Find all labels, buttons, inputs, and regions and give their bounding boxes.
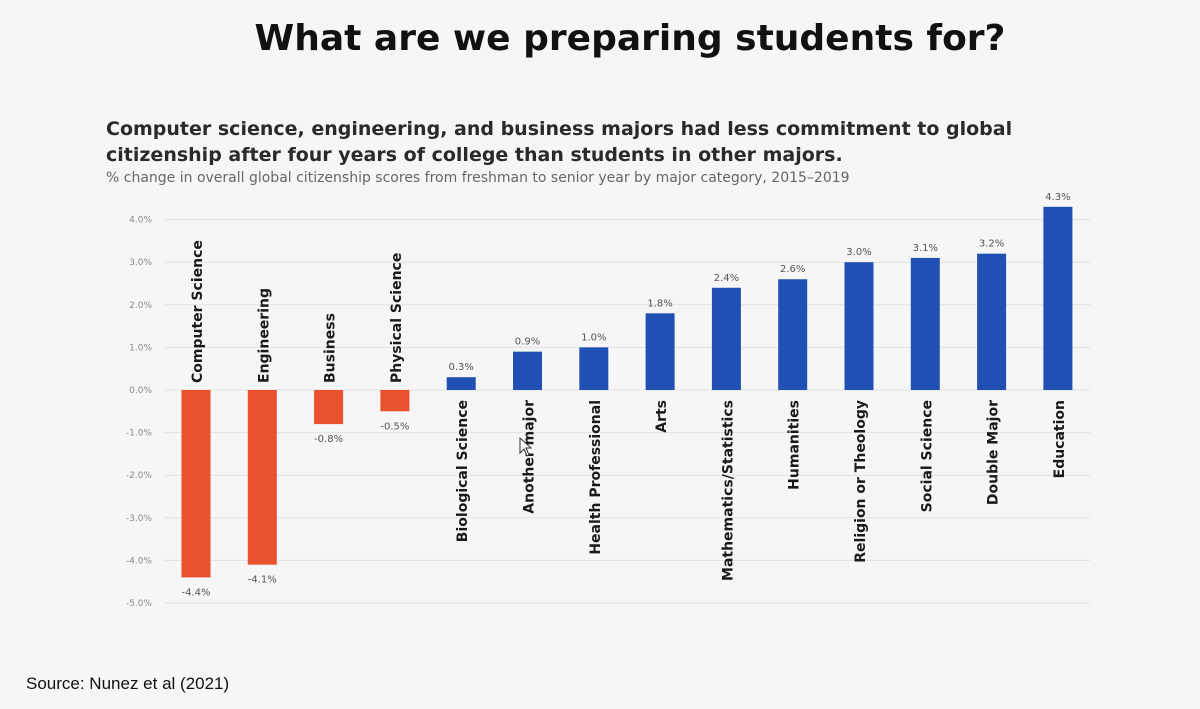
category-label: Biological Science — [455, 400, 471, 542]
y-tick-label: 1.0% — [129, 343, 152, 353]
bar — [513, 351, 542, 390]
category-label: Physical Science — [389, 253, 405, 383]
chart-subtitle: % change in overall global citizenship s… — [106, 170, 850, 186]
y-tick-label: 0.0% — [129, 386, 152, 396]
y-tick-label: -3.0% — [126, 514, 153, 524]
bar — [579, 347, 609, 390]
category-label: Social Science — [919, 400, 935, 512]
bar — [181, 390, 211, 578]
category-label: Education — [1052, 400, 1068, 478]
data-label: -4.1% — [248, 575, 277, 586]
data-label: 3.0% — [846, 247, 871, 258]
category-label: Engineering — [256, 288, 272, 383]
category-label: Humanities — [787, 400, 803, 490]
data-label: 3.2% — [979, 239, 1004, 250]
chart-title: Computer science, engineering, and busin… — [106, 118, 1013, 166]
bar — [844, 262, 874, 390]
category-label: Religion or Theology — [853, 400, 869, 563]
bar — [380, 390, 410, 412]
bar — [247, 390, 277, 565]
y-tick-label: -5.0% — [126, 599, 153, 609]
data-label: 4.3% — [1045, 192, 1070, 203]
data-label: 1.8% — [647, 298, 672, 309]
y-tick-label: 2.0% — [129, 301, 152, 311]
bar — [910, 257, 940, 390]
data-label: -0.5% — [380, 421, 409, 432]
bar — [778, 279, 808, 390]
y-tick-label: 3.0% — [129, 258, 152, 268]
bar — [1043, 206, 1073, 390]
category-label: Arts — [654, 400, 670, 433]
mouse-cursor-icon — [519, 437, 533, 457]
category-label: Computer Science — [190, 240, 206, 383]
bar — [314, 390, 344, 425]
data-label: 2.6% — [780, 264, 805, 275]
bar — [711, 287, 741, 390]
data-label: 0.3% — [448, 362, 473, 373]
bar — [645, 313, 675, 390]
category-label: Another major — [522, 400, 538, 514]
y-tick-label: -1.0% — [126, 429, 153, 439]
data-label: 1.0% — [581, 332, 606, 343]
category-label: Double Major — [986, 400, 1002, 505]
category-label: Health Professional — [588, 400, 604, 555]
data-label: 0.9% — [515, 337, 540, 348]
y-tick-label: -4.0% — [126, 556, 153, 566]
data-label: 2.4% — [714, 273, 739, 284]
bar — [446, 377, 476, 390]
category-label: Business — [323, 313, 339, 383]
slide-title: What are we preparing students for? — [254, 18, 1006, 59]
data-label: -4.4% — [181, 587, 210, 598]
y-tick-label: 4.0% — [129, 216, 152, 226]
bar — [977, 253, 1007, 390]
data-label: 3.1% — [913, 243, 938, 254]
y-tick-label: -2.0% — [126, 471, 153, 481]
data-label: -0.8% — [314, 434, 343, 445]
category-label: Mathematics/Statistics — [720, 400, 736, 581]
source-citation: Source: Nunez et al (2021) — [26, 674, 230, 693]
